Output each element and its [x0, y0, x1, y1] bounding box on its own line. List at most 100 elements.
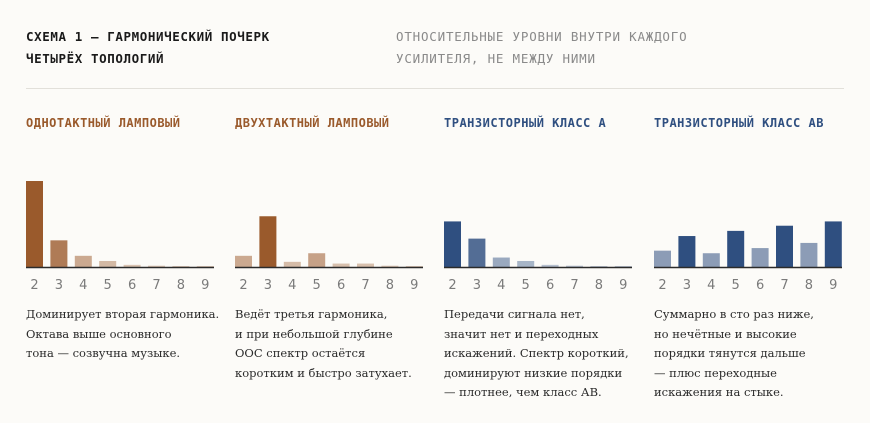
bar-harmonic-3	[259, 216, 277, 267]
bar-harmonic-7	[566, 265, 583, 267]
description-line: доминируют низкие порядки	[444, 365, 623, 380]
x-tick-label: 6	[756, 278, 764, 293]
bar-harmonic-7	[357, 263, 374, 267]
bar-harmonic-2	[654, 250, 671, 267]
bar-harmonic-6	[751, 248, 769, 267]
x-tick-label: 4	[288, 278, 296, 293]
bar-harmonic-5	[727, 230, 745, 267]
x-tick-label: 7	[780, 278, 788, 293]
description-line: но нечётные и высокие	[654, 326, 797, 341]
bar-harmonic-4	[74, 255, 92, 267]
x-tick-label: 4	[497, 278, 505, 293]
x-tick-label: 9	[201, 278, 209, 293]
panel-title: ОДНОТАКТНЫЙ ЛАМПОВЫЙ	[26, 116, 181, 130]
description-line: Доминирует вторая гармоника.	[26, 307, 220, 321]
bar-harmonic-8	[590, 266, 608, 267]
header: СХЕМА 1 — ГАРМОНИЧЕСКИЙ ПОЧЕРК ЧЕТЫРЁХ Т…	[26, 26, 844, 78]
bar-harmonic-4	[283, 261, 301, 267]
chart-title: СХЕМА 1 — ГАРМОНИЧЕСКИЙ ПОЧЕРК ЧЕТЫРЁХ Т…	[26, 26, 366, 70]
description-line: — плюс переходные	[654, 365, 777, 380]
x-tick-label: 6	[546, 278, 554, 293]
x-tick-label: 2	[239, 278, 247, 293]
bar-harmonic-9	[824, 221, 842, 267]
bar-harmonic-5	[99, 260, 117, 267]
panel-description: Доминирует вторая гармоника. Октава выше…	[26, 305, 226, 364]
x-tick-label: 2	[448, 278, 456, 293]
description-line: и при небольшой глубине	[235, 326, 393, 341]
x-tick-label: 3	[55, 278, 63, 293]
x-tick-label: 8	[177, 278, 185, 293]
description-line: — плотнее, чем класс АВ.	[444, 385, 602, 399]
x-tick-label: 2	[658, 278, 666, 293]
x-tick-label: 5	[522, 278, 530, 293]
bar-harmonic-6	[123, 264, 141, 267]
spectrum-chart: 2 3 4 5 6 7 8 9	[444, 221, 632, 293]
bar-harmonic-2	[235, 255, 252, 267]
bar-harmonic-7	[776, 225, 793, 267]
x-tick-label: 9	[619, 278, 627, 293]
description-line: искажений. Спектр короткий,	[444, 346, 629, 360]
panel-title: ТРАНЗИСТОРНЫЙ КЛАСС А	[444, 116, 607, 130]
x-tick-label: 7	[361, 278, 369, 293]
x-tick-label: 9	[829, 278, 837, 293]
bar-harmonic-5	[308, 253, 326, 267]
x-tick-label: 5	[313, 278, 321, 293]
x-tick-label: 6	[337, 278, 345, 293]
x-tick-label: 7	[570, 278, 578, 293]
bar-harmonic-6	[332, 263, 350, 267]
panel-description: Суммарно в сто раз ниже, но нечётные и в…	[654, 305, 854, 403]
bar-harmonic-3	[50, 240, 68, 267]
x-tick-label: 3	[473, 278, 481, 293]
x-tick-label: 4	[707, 278, 715, 293]
bar-harmonic-8	[172, 266, 190, 267]
bar-harmonic-3	[468, 238, 486, 267]
panel-title: ДВУХТАКТНЫЙ ЛАМПОВЫЙ	[235, 116, 390, 130]
chart-subtitle-line: ОТНОСИТЕЛЬНЫЕ УРОВНИ ВНУТРИ КАЖДОГО	[396, 29, 688, 44]
spectrum-chart: 2 3 4 5 6 7 8 9	[26, 181, 214, 293]
bar-harmonic-6	[541, 264, 559, 267]
spectrum-chart: 2 3 4 5 6 7 8 9	[654, 221, 842, 293]
x-tick-label: 5	[732, 278, 740, 293]
x-tick-label: 3	[264, 278, 272, 293]
x-tick-label: 9	[410, 278, 418, 293]
header-divider	[26, 88, 844, 89]
description-line: тона — созвучна музыке.	[26, 346, 181, 360]
panel-transistor-class-ab: ТРАНЗИСТОРНЫЙ КЛАСС АВ 2 3 4 5 6 7 8 9 Суммарно…	[654, 0, 844, 423]
x-tick-label: 4	[79, 278, 87, 293]
bar-harmonic-9	[405, 266, 423, 267]
x-tick-label: 3	[683, 278, 691, 293]
bar-harmonic-8	[800, 242, 818, 267]
panel-description: Передачи сигнала нет, значит нет и перех…	[444, 305, 644, 403]
description-line: Передачи сигнала нет,	[444, 307, 585, 321]
x-tick-label: 8	[595, 278, 603, 293]
bar-harmonic-4	[492, 257, 510, 267]
bar-harmonic-2	[444, 221, 461, 267]
x-tick-label: 8	[805, 278, 813, 293]
bar-harmonic-9	[614, 266, 632, 267]
bar-harmonic-5	[517, 260, 535, 267]
chart-title-line: ЧЕТЫРЁХ ТОПОЛОГИЙ	[26, 51, 165, 66]
bar-harmonic-4	[702, 253, 720, 267]
bar-harmonic-8	[381, 265, 399, 267]
x-tick-label: 5	[104, 278, 112, 293]
chart-subtitle-line: УСИЛИТЕЛЯ, НЕ МЕЖДУ НИМИ	[396, 51, 596, 66]
panel-transistor-class-a: ТРАНЗИСТОРНЫЙ КЛАСС А 2 3 4 5 6 7 8 9 Передачи …	[444, 0, 634, 423]
description-line: значит нет и переходных	[444, 326, 599, 341]
description-line: порядки тянутся дальше	[654, 346, 806, 360]
x-tick-label: 7	[152, 278, 160, 293]
bar-harmonic-2	[26, 181, 43, 267]
description-line: Суммарно в сто раз ниже,	[654, 307, 814, 321]
panel-push-pull-tube: ДВУХТАКТНЫЙ ЛАМПОВЫЙ 2 3 4 5 6 7 8 9 Ведёт трет…	[235, 0, 425, 423]
x-tick-label: 8	[386, 278, 394, 293]
chart-subtitle: ОТНОСИТЕЛЬНЫЕ УРОВНИ ВНУТРИ КАЖДОГО УСИЛ…	[396, 26, 836, 70]
bar-harmonic-9	[196, 266, 214, 267]
bar-harmonic-7	[148, 265, 165, 267]
chart-title-line: СХЕМА 1 — ГАРМОНИЧЕСКИЙ ПОЧЕРК	[26, 29, 270, 44]
bar-harmonic-3	[678, 236, 696, 267]
description-line: коротким и быстро затухает.	[235, 365, 412, 380]
description-line: Ведёт третья гармоника,	[235, 307, 388, 321]
panel-single-ended-tube: ОДНОТАКТНЫЙ ЛАМПОВЫЙ 2 3 4 5 6 7 8 9 Доминирует…	[26, 0, 219, 423]
panel-title: ТРАНЗИСТОРНЫЙ КЛАСС АВ	[654, 116, 824, 130]
description-line: ООС спектр остаётся	[235, 346, 366, 360]
x-tick-label: 6	[128, 278, 136, 293]
